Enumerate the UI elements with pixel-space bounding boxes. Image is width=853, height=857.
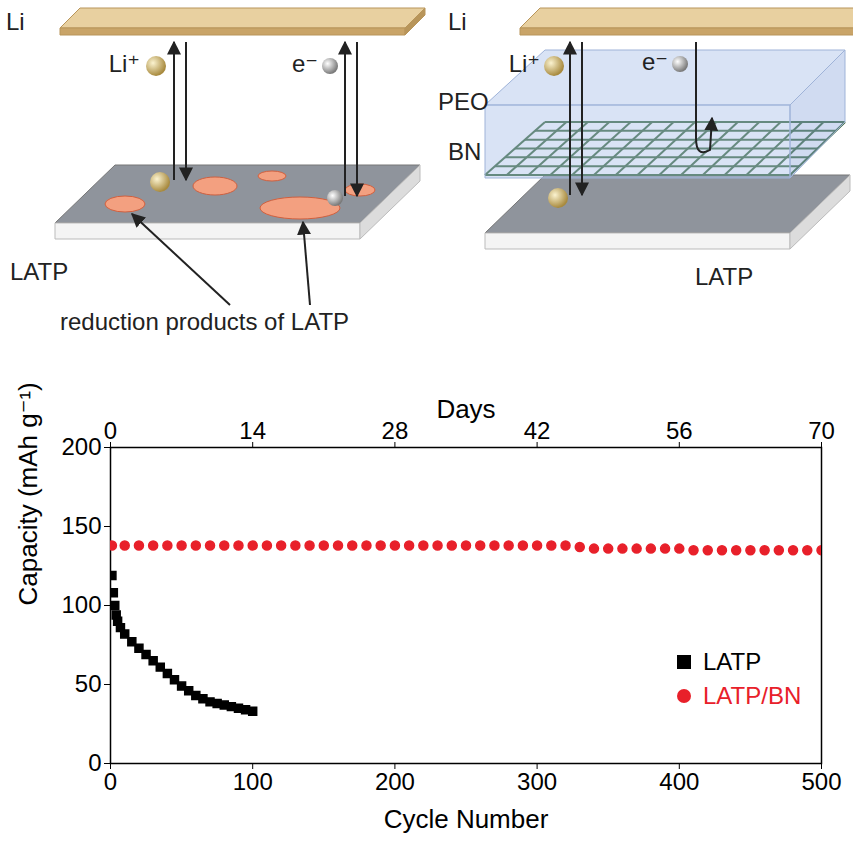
svg-text:e⁻: e⁻ bbox=[642, 48, 668, 75]
svg-text:0: 0 bbox=[88, 749, 101, 776]
svg-text:Capacity (mAh g⁻¹): Capacity (mAh g⁻¹) bbox=[13, 382, 43, 605]
svg-text:0: 0 bbox=[104, 417, 117, 444]
svg-text:400: 400 bbox=[659, 768, 699, 795]
svg-text:200: 200 bbox=[375, 768, 415, 795]
svg-text:50: 50 bbox=[75, 670, 102, 697]
svg-text:300: 300 bbox=[517, 768, 557, 795]
svg-text:42: 42 bbox=[524, 417, 551, 444]
svg-text:14: 14 bbox=[239, 417, 266, 444]
svg-text:Days: Days bbox=[436, 394, 495, 424]
svg-text:Li⁺: Li⁺ bbox=[109, 50, 140, 77]
svg-text:BN: BN bbox=[448, 138, 481, 165]
svg-text:28: 28 bbox=[382, 417, 409, 444]
svg-text:500: 500 bbox=[801, 768, 841, 795]
svg-text:PEO: PEO bbox=[438, 88, 489, 115]
svg-text:LATP: LATP bbox=[695, 263, 753, 290]
svg-text:reduction products of LATP: reduction products of LATP bbox=[60, 308, 349, 335]
svg-text:200: 200 bbox=[61, 433, 101, 460]
svg-text:Li: Li bbox=[448, 8, 467, 35]
svg-text:Cycle Number: Cycle Number bbox=[384, 804, 549, 834]
svg-text:Li⁺: Li⁺ bbox=[509, 50, 540, 77]
svg-text:Li: Li bbox=[6, 8, 25, 35]
html-text:LATP/BN: LATP/BN bbox=[703, 682, 802, 709]
svg-text:LATP: LATP bbox=[10, 258, 68, 285]
svg-text:e⁻: e⁻ bbox=[292, 50, 318, 77]
svg-text:100: 100 bbox=[233, 768, 273, 795]
svg-text:100: 100 bbox=[61, 591, 101, 618]
svg-text:70: 70 bbox=[808, 417, 835, 444]
svg-text:56: 56 bbox=[666, 417, 693, 444]
html-text:LATP: LATP bbox=[703, 648, 762, 675]
svg-text:150: 150 bbox=[61, 512, 101, 539]
svg-text:0: 0 bbox=[104, 768, 117, 795]
